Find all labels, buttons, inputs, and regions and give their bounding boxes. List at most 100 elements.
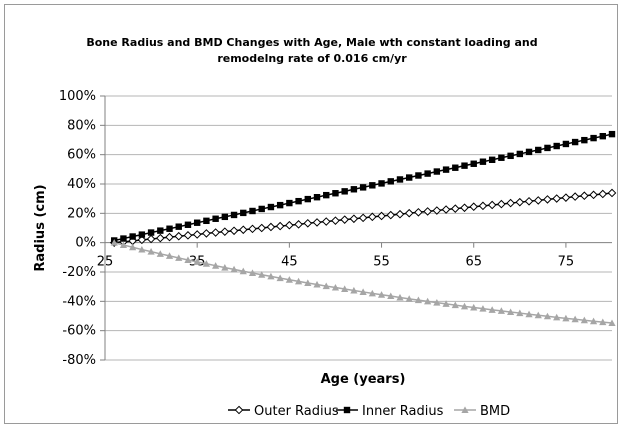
data-point-outer-radius [506, 198, 515, 208]
data-point-inner-radius [221, 213, 229, 221]
data-point-outer-radius [395, 209, 405, 219]
data-point-bmd [359, 288, 367, 295]
series-inner-radius [111, 130, 616, 244]
data-point-bmd [497, 307, 505, 314]
legend-label: BMD [480, 404, 510, 419]
data-point-inner-radius [406, 174, 413, 181]
data-point-bmd [460, 302, 469, 310]
data-point-outer-radius [515, 197, 525, 207]
series-layer [109, 130, 617, 327]
data-point-outer-radius [303, 218, 313, 228]
data-point-outer-radius [312, 218, 322, 227]
legend-swatch-marker [461, 406, 469, 413]
data-point-outer-radius [441, 205, 451, 214]
data-point-inner-radius [433, 168, 441, 175]
data-point-inner-radius [599, 132, 606, 140]
data-point-bmd [414, 296, 423, 304]
data-point-inner-radius [166, 225, 173, 232]
data-point-bmd [470, 303, 478, 311]
data-point-bmd [543, 312, 552, 320]
data-point-outer-radius [533, 196, 543, 205]
data-point-outer-radius [589, 190, 598, 200]
data-point-bmd [608, 319, 616, 327]
data-point-inner-radius [359, 184, 367, 191]
data-point-bmd [396, 293, 404, 301]
data-point-bmd [534, 311, 542, 319]
data-point-outer-radius [386, 210, 396, 220]
data-point-inner-radius [415, 172, 422, 179]
data-point-inner-radius [470, 160, 477, 167]
data-point-bmd [516, 309, 524, 317]
data-point-bmd [488, 306, 496, 313]
data-point-outer-radius [487, 200, 497, 210]
data-point-outer-radius [257, 223, 267, 233]
data-point-outer-radius [561, 193, 571, 202]
data-point-outer-radius [248, 224, 257, 234]
data-point-inner-radius [203, 217, 210, 225]
data-point-inner-radius [147, 229, 155, 236]
data-point-inner-radius [295, 197, 302, 205]
data-point-bmd [110, 239, 118, 246]
data-point-inner-radius [571, 138, 579, 146]
data-point-inner-radius [387, 178, 394, 185]
data-point-bmd [294, 277, 303, 285]
data-point-inner-radius [544, 144, 551, 152]
data-point-inner-radius [212, 215, 219, 222]
data-point-inner-radius [249, 207, 256, 215]
x-tick-label: 65 [465, 255, 482, 270]
y-axis-label: Radius (cm) [33, 184, 48, 271]
y-tick-label: -60% [62, 324, 96, 339]
data-point-bmd [507, 308, 515, 316]
data-point-outer-radius [368, 212, 377, 222]
data-point-outer-radius [229, 226, 239, 236]
data-point-bmd [405, 295, 413, 302]
y-tick-label: 80% [67, 118, 96, 133]
data-point-inner-radius [313, 194, 321, 201]
data-point-bmd [313, 280, 321, 288]
chart-frame [4, 4, 618, 424]
data-point-bmd [175, 254, 183, 261]
data-point-bmd [267, 272, 275, 280]
data-point-inner-radius [304, 195, 311, 203]
data-point-inner-radius [184, 221, 192, 228]
data-point-outer-radius [238, 225, 248, 235]
data-point-bmd [119, 241, 128, 249]
data-point-bmd [562, 314, 570, 322]
data-point-bmd [258, 271, 266, 278]
data-point-outer-radius [598, 189, 608, 199]
data-point-outer-radius [460, 203, 469, 213]
data-point-bmd [442, 300, 450, 307]
data-point-inner-radius [535, 146, 542, 154]
data-point-outer-radius [570, 192, 580, 201]
data-point-inner-radius [129, 233, 136, 240]
data-point-outer-radius [404, 208, 414, 218]
gridlines [105, 95, 612, 361]
data-point-bmd [571, 315, 579, 323]
x-tick-label: 55 [373, 255, 390, 270]
data-point-inner-radius [498, 154, 505, 161]
data-point-inner-radius [276, 201, 284, 209]
y-tick-label: 0% [75, 236, 96, 251]
data-point-bmd [479, 305, 487, 312]
y-tick-label: 60% [67, 148, 96, 163]
y-tick-label: 100% [59, 89, 96, 104]
data-point-inner-radius [369, 182, 376, 189]
data-point-outer-radius [423, 207, 432, 216]
y-tick-label: 20% [67, 206, 96, 221]
data-point-bmd [129, 243, 137, 251]
data-point-inner-radius [258, 205, 265, 213]
data-point-bmd [424, 297, 432, 305]
data-point-outer-radius [340, 215, 349, 224]
legend-item-bmd: BMD [454, 404, 510, 419]
x-tick-label: 75 [558, 255, 575, 270]
data-point-bmd [239, 267, 247, 275]
data-point-bmd [276, 274, 284, 282]
data-point-outer-radius [349, 214, 359, 224]
x-axis-label: Age (years) [321, 372, 406, 387]
data-point-inner-radius [608, 130, 616, 138]
data-point-bmd [433, 299, 441, 306]
data-point-bmd [193, 258, 201, 265]
data-point-outer-radius [607, 188, 617, 198]
data-point-inner-radius [230, 211, 238, 219]
data-point-inner-radius [157, 227, 164, 234]
